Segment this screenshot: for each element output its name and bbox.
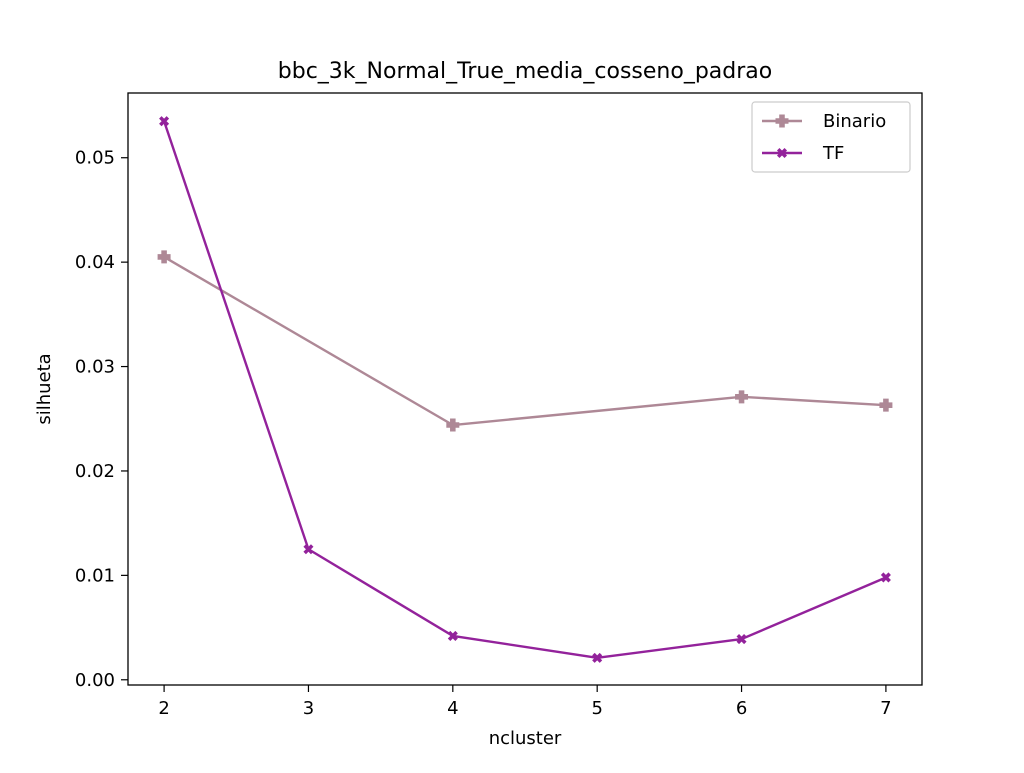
series-line — [162, 120, 887, 660]
data-point — [736, 634, 747, 645]
legend-item-binario: Binario — [762, 111, 886, 132]
y-tick-label: 0.04 — [75, 252, 115, 273]
data-point — [447, 630, 458, 641]
data-point — [880, 572, 891, 583]
x-tick-label: 5 — [591, 698, 602, 719]
x-tick-label: 6 — [736, 698, 747, 719]
plot-frame — [127, 92, 923, 686]
x-tick-label: 2 — [158, 698, 169, 719]
y-tick-label: 0.05 — [75, 148, 115, 169]
legend-box — [751, 101, 911, 173]
legend-marker — [775, 114, 789, 128]
data-point — [303, 544, 314, 555]
data-point — [735, 390, 749, 404]
plot-series — [157, 116, 893, 663]
x-tick-label: 4 — [447, 698, 458, 719]
legend-marker — [776, 147, 788, 159]
data-point — [157, 250, 171, 264]
y-tick-label: 0.01 — [75, 565, 115, 586]
data-point — [159, 116, 170, 127]
data-point — [879, 398, 893, 412]
y-tick-label: 0.02 — [75, 461, 115, 482]
series-binario — [157, 250, 893, 432]
data-point — [592, 652, 603, 663]
x-tick-label: 3 — [303, 698, 314, 719]
y-axis-ticks: 0.00 0.01 0.02 0.03 0.04 0.05 — [75, 148, 128, 691]
legend: Binario TF — [751, 101, 911, 173]
series-tf — [159, 116, 891, 663]
chart-title: bbc_3k_Normal_True_media_cosseno_padrao — [278, 59, 772, 84]
data-point — [446, 418, 460, 432]
legend-item-tf: TF — [762, 143, 844, 164]
x-tick-label: 7 — [880, 698, 891, 719]
series-line — [163, 255, 886, 427]
legend-label: TF — [822, 143, 844, 164]
y-tick-label: 0.00 — [75, 670, 115, 691]
y-axis-label: silhueta — [34, 353, 55, 424]
x-axis-label: ncluster — [489, 728, 562, 749]
x-axis-ticks: 2 3 4 5 6 7 — [158, 685, 892, 719]
y-tick-label: 0.03 — [75, 357, 115, 378]
legend-label: Binario — [823, 111, 886, 132]
